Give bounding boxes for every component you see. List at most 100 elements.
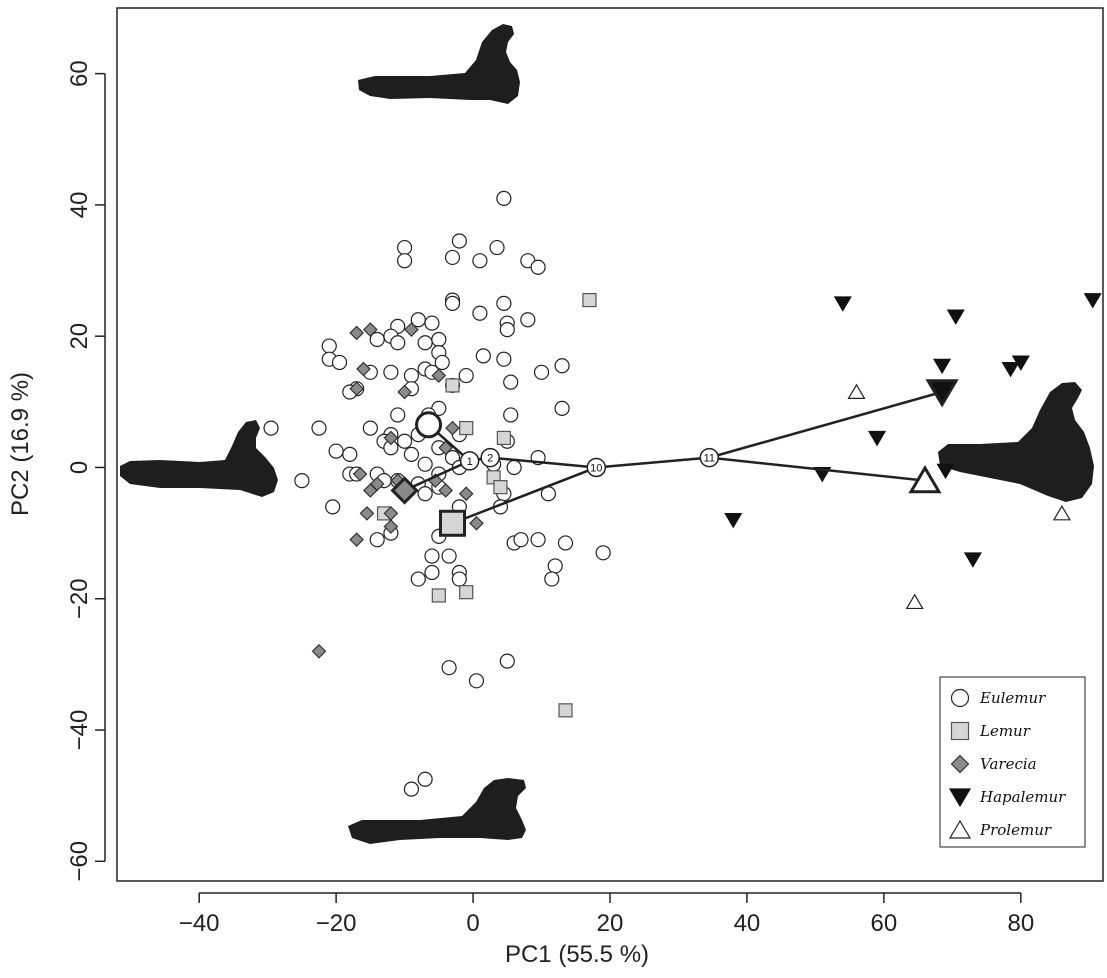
point-eulemur (490, 241, 504, 255)
point-lemur (559, 704, 572, 717)
point-eulemur (504, 408, 518, 422)
point-hapalemur (1085, 294, 1101, 308)
y-tick-label: 20 (66, 323, 93, 350)
point-eulemur (442, 661, 456, 675)
point-eulemur (473, 306, 487, 320)
point-eulemur (507, 460, 521, 474)
x-tick-label: 60 (871, 910, 898, 937)
point-eulemur (459, 369, 473, 383)
point-eulemur (446, 250, 460, 264)
point-eulemur (312, 421, 326, 435)
point-eulemur (497, 296, 511, 310)
point-varecia (350, 326, 363, 339)
point-prolemur (907, 595, 923, 609)
tree-edge (709, 392, 942, 458)
pc2-positive-shape-icon (358, 24, 520, 104)
point-varecia (312, 645, 325, 658)
point-eulemur (452, 572, 466, 586)
mean-hapalemur (928, 381, 956, 405)
point-eulemur (391, 408, 405, 422)
mean-lemur (441, 511, 465, 535)
legend-label-hapalemur: Hapalemur (979, 788, 1066, 806)
point-eulemur (548, 559, 562, 573)
point-prolemur (849, 385, 865, 399)
point-eulemur (329, 444, 343, 458)
point-eulemur (535, 365, 549, 379)
point-eulemur (418, 336, 432, 350)
point-lemur (494, 481, 507, 494)
point-hapalemur (934, 359, 950, 373)
legend-label-prolemur: Prolemur (979, 821, 1052, 839)
y-axis-title: PC2 (16.9 %) (7, 372, 34, 516)
point-eulemur (404, 447, 418, 461)
point-eulemur (398, 434, 412, 448)
y-tick-label: −60 (66, 841, 93, 882)
point-eulemur (384, 365, 398, 379)
series-eulemur (264, 191, 610, 796)
tree-node-label: 2 (487, 453, 493, 465)
x-tick-label: 80 (1007, 910, 1034, 937)
point-eulemur (500, 323, 514, 337)
point-hapalemur (869, 432, 885, 446)
point-eulemur (404, 369, 418, 383)
y-tick-label: 60 (66, 60, 93, 87)
point-eulemur (514, 533, 528, 547)
point-hapalemur (1003, 363, 1019, 377)
point-varecia (360, 507, 373, 520)
point-eulemur (370, 533, 384, 547)
point-eulemur (545, 572, 559, 586)
point-eulemur (425, 549, 439, 563)
point-eulemur (343, 447, 357, 461)
y-tick-label: 0 (66, 461, 93, 474)
point-eulemur (469, 674, 483, 688)
point-eulemur (295, 474, 309, 488)
point-eulemur (333, 355, 347, 369)
tree-edge (453, 467, 597, 523)
point-prolemur (1054, 506, 1070, 520)
legend-marker-eulemur (952, 690, 969, 707)
point-lemur (446, 379, 459, 392)
point-eulemur (531, 260, 545, 274)
x-tick-label: 40 (734, 910, 761, 937)
point-hapalemur (938, 464, 954, 478)
x-tick-label: 0 (466, 910, 479, 937)
point-eulemur (418, 487, 432, 501)
legend-label-lemur: Lemur (979, 722, 1031, 740)
point-lemur (460, 586, 473, 599)
tree-node-label: 10 (590, 462, 602, 474)
legend-label-eulemur: Eulemur (979, 689, 1046, 707)
legend: Eulemur Lemur Varecia Hapalemur Prolemur (940, 677, 1085, 847)
point-eulemur (391, 336, 405, 350)
tree-node-label: 1 (467, 456, 473, 468)
point-eulemur (418, 772, 432, 786)
point-eulemur (432, 332, 446, 346)
point-eulemur (442, 549, 456, 563)
point-eulemur (322, 339, 336, 353)
mean-eulemur (417, 413, 441, 437)
point-eulemur (446, 296, 460, 310)
point-eulemur (555, 359, 569, 373)
point-eulemur (425, 316, 439, 330)
tree-edge (709, 458, 925, 481)
point-hapalemur (725, 514, 741, 528)
tree-edge (596, 458, 709, 468)
point-lemur (583, 294, 596, 307)
phylogeny-overlay: 1 2 10 11 (393, 381, 957, 535)
legend-label-varecia: Varecia (980, 755, 1037, 773)
point-eulemur (521, 313, 535, 327)
point-lemur (497, 431, 510, 444)
y-tick-label: −20 (66, 578, 93, 619)
x-tick-label: −20 (316, 910, 357, 937)
point-eulemur (418, 457, 432, 471)
point-eulemur (404, 782, 418, 796)
point-eulemur (531, 533, 545, 547)
point-varecia (350, 533, 363, 546)
point-hapalemur (835, 297, 851, 311)
y-tick-label: 40 (66, 192, 93, 219)
point-varecia (460, 487, 473, 500)
point-eulemur (500, 654, 514, 668)
point-eulemur (398, 241, 412, 255)
point-eulemur (411, 572, 425, 586)
y-tick-label: −40 (66, 710, 93, 751)
